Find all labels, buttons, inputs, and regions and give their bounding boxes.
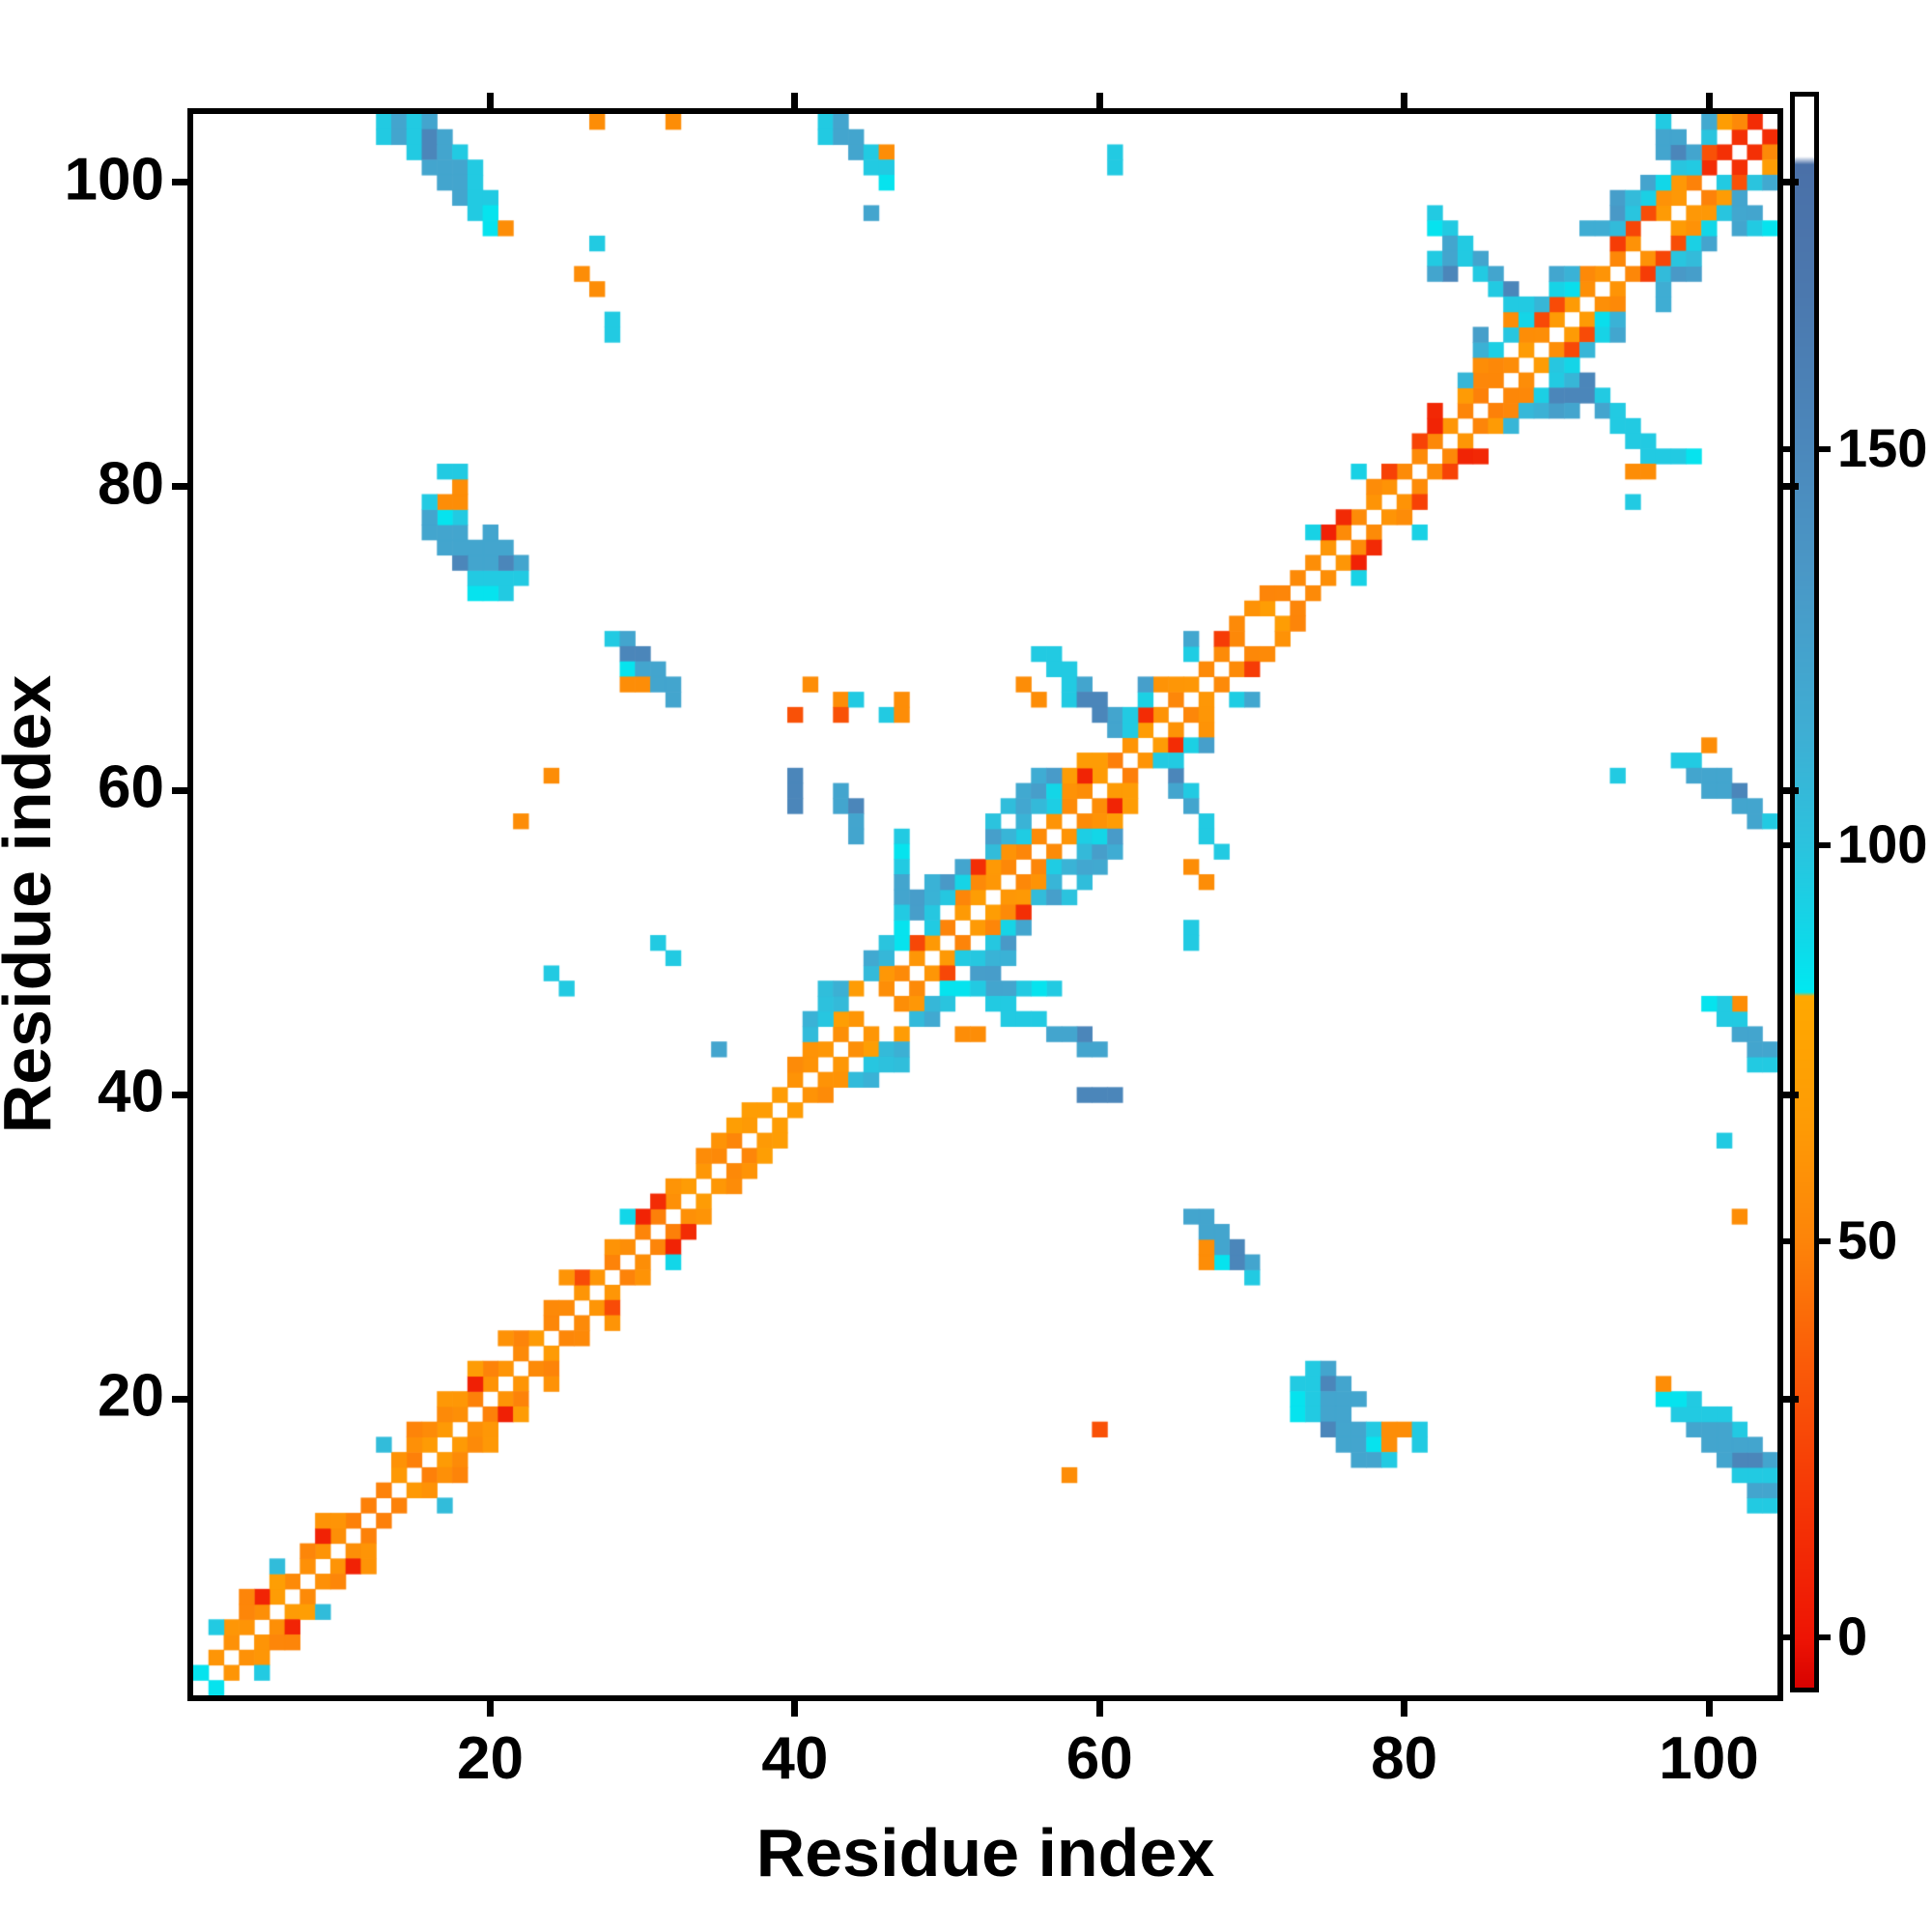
x-tick-label: 100 xyxy=(1659,1725,1759,1792)
x-axis-tick xyxy=(487,1701,494,1717)
x-axis-tick xyxy=(1401,1701,1408,1717)
y-tick-label: 80 xyxy=(98,450,164,518)
plot-area xyxy=(187,108,1783,1701)
x-axis-tick xyxy=(1095,1701,1103,1717)
y-axis-tick-right xyxy=(1783,179,1799,186)
colorbar-tick xyxy=(1780,446,1790,452)
colorbar-tick xyxy=(1780,1238,1790,1244)
y-axis-tick-right xyxy=(1783,1091,1799,1098)
colorbar-tick-right xyxy=(1819,1238,1831,1244)
y-tick-label: 60 xyxy=(98,754,164,822)
colorbar-gradient xyxy=(1795,97,1814,1688)
x-axis-tick-top xyxy=(1705,93,1713,108)
x-tick-label: 60 xyxy=(1065,1725,1133,1792)
y-axis-tick-right xyxy=(1783,786,1799,794)
colorbar-tick-label: 100 xyxy=(1837,813,1928,875)
contact-map-canvas xyxy=(193,114,1777,1695)
x-axis-tick-top xyxy=(791,93,799,108)
y-axis-tick-right xyxy=(1783,483,1799,491)
x-axis-tick-top xyxy=(1095,93,1103,108)
y-tick-label: 40 xyxy=(98,1058,164,1125)
colorbar-tick-label: 150 xyxy=(1837,417,1928,479)
colorbar-tick xyxy=(1780,1634,1790,1640)
x-tick-label: 20 xyxy=(457,1725,524,1792)
x-axis-tick xyxy=(791,1701,799,1717)
colorbar xyxy=(1790,92,1819,1692)
y-axis-tick xyxy=(172,483,187,491)
x-axis-tick xyxy=(1705,1701,1713,1717)
y-tick-label: 20 xyxy=(98,1362,164,1430)
x-tick-label: 40 xyxy=(761,1725,829,1792)
colorbar-tick-right xyxy=(1819,1634,1831,1640)
y-axis-tick xyxy=(172,1091,187,1098)
y-tick-label: 100 xyxy=(64,146,164,213)
colorbar-tick-right xyxy=(1819,446,1831,452)
x-tick-label: 80 xyxy=(1371,1725,1438,1792)
colorbar-tick-right xyxy=(1819,842,1831,848)
x-axis-tick-top xyxy=(1401,93,1408,108)
colorbar-tick-label: 0 xyxy=(1837,1605,1868,1667)
y-axis-tick xyxy=(172,786,187,794)
x-axis-tick-top xyxy=(487,93,494,108)
y-axis-tick xyxy=(172,1395,187,1403)
colorbar-tick-label: 50 xyxy=(1837,1209,1898,1271)
y-axis-tick-right xyxy=(1783,1395,1799,1403)
colorbar-tick xyxy=(1780,842,1790,848)
x-axis-title: Residue index xyxy=(755,1815,1215,1890)
y-axis-tick xyxy=(172,179,187,186)
